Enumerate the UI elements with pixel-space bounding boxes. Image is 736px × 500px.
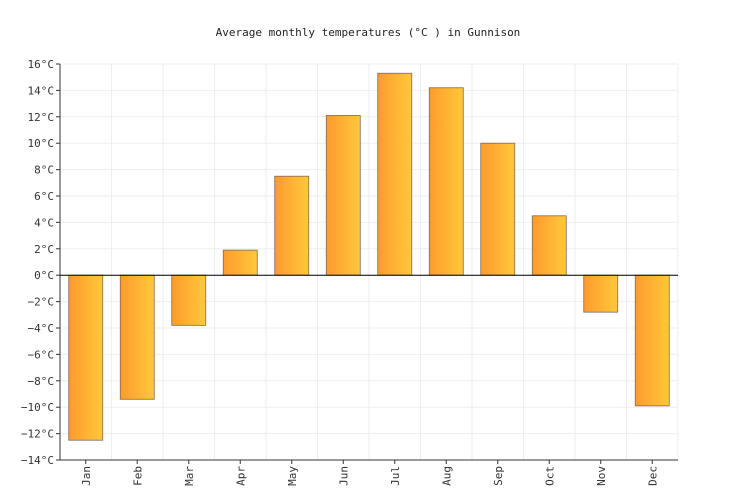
y-tick-label: 14°C: [28, 84, 55, 97]
axes: [59, 64, 678, 461]
x-tick-label: Feb: [131, 466, 144, 486]
chart-title: Average monthly temperatures (°C ) in Gu…: [216, 26, 521, 39]
y-tick-label: 10°C: [28, 137, 55, 150]
y-axis-ticks: 16°C 14°C 12°C 10°C 8°C 6°C 4°C 2°C 0°C −2°C −4°C −…: [21, 58, 60, 467]
bar-mar: [171, 274, 207, 326]
bar-apr: [222, 249, 258, 276]
y-tick-label: −12°C: [21, 428, 54, 441]
y-tick-label: 6°C: [34, 190, 54, 203]
bar-may: [274, 175, 310, 276]
x-tick-label: Jan: [80, 466, 93, 486]
y-tick-label: 0°C: [34, 269, 54, 282]
bar-aug: [428, 87, 464, 276]
bar-oct: [531, 215, 567, 276]
x-tick-label: Mar: [183, 466, 196, 486]
y-tick-label: −8°C: [28, 375, 55, 388]
bar-jul: [377, 72, 413, 276]
bar-jan: [68, 274, 104, 441]
y-tick-label: −10°C: [21, 401, 54, 414]
x-tick-label: Nov: [595, 466, 608, 486]
y-tick-label: 8°C: [34, 164, 54, 177]
grid-lines: [59, 63, 679, 461]
y-tick-label: 2°C: [34, 243, 54, 256]
x-tick-label: Apr: [234, 466, 247, 486]
x-axis-ticks: Jan Feb Mar Apr May Jun Jul Aug Sep Oct Nov Dec: [80, 460, 659, 486]
x-tick-label: Dec: [646, 466, 659, 486]
y-tick-label: 16°C: [28, 58, 55, 71]
y-tick-label: 12°C: [28, 111, 55, 124]
x-tick-label: Jul: [389, 466, 402, 486]
y-tick-label: −2°C: [28, 296, 55, 309]
bar-nov: [583, 274, 619, 313]
x-tick-label: Sep: [492, 466, 505, 486]
bar-sep: [480, 142, 516, 276]
x-tick-label: May: [286, 466, 299, 486]
x-tick-label: Aug: [440, 466, 453, 486]
bar-feb: [119, 274, 155, 400]
bars: [68, 72, 670, 441]
y-tick-label: −6°C: [28, 348, 55, 361]
bar-jun: [325, 115, 361, 276]
x-tick-label: Oct: [543, 466, 556, 486]
x-tick-label: Jun: [337, 466, 350, 486]
y-tick-label: −14°C: [21, 454, 54, 467]
bar-dec: [634, 274, 670, 407]
y-tick-label: 4°C: [34, 216, 54, 229]
y-tick-label: −4°C: [28, 322, 55, 335]
